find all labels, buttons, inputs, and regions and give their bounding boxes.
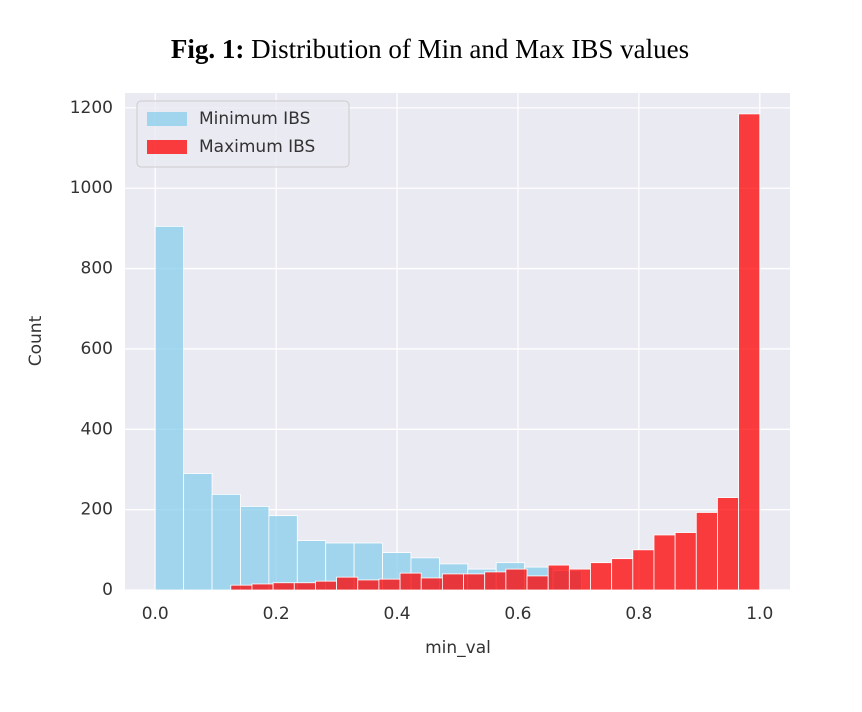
chart-title-line: Fig. 1: Distribution of Min and Max IBS …	[171, 34, 689, 64]
y-tick-label: 200	[81, 500, 113, 520]
y-tick-label: 800	[81, 259, 113, 279]
bar	[526, 575, 549, 591]
bar	[399, 572, 422, 591]
bar	[611, 558, 634, 591]
figure-label: Fig. 1:	[171, 34, 245, 64]
bar	[272, 582, 295, 591]
bar	[653, 534, 676, 591]
legend-swatch	[147, 140, 187, 154]
bar	[568, 568, 591, 591]
legend-label: Maximum IBS	[199, 137, 315, 157]
bar	[484, 571, 507, 591]
chart-title: Distribution of Min and Max IBS values	[251, 34, 689, 64]
x-tick-label: 0.0	[142, 604, 169, 624]
bar	[717, 497, 740, 591]
bar	[268, 515, 298, 591]
bar	[674, 532, 697, 591]
bar	[336, 576, 359, 591]
bar	[240, 506, 270, 591]
bar	[251, 583, 274, 591]
bar	[211, 493, 241, 591]
legend-box	[136, 100, 350, 168]
x-tick-label: 0.6	[504, 604, 531, 624]
bar	[695, 512, 718, 591]
bar	[590, 562, 613, 591]
y-tick-label: 1200	[70, 98, 113, 118]
bar	[230, 584, 253, 591]
x-axis-label: min_val	[425, 638, 491, 658]
bar	[463, 573, 486, 591]
bar	[183, 473, 213, 591]
x-tick-label: 0.2	[263, 604, 290, 624]
bar	[738, 113, 761, 591]
x-tick-label: 1.0	[746, 604, 773, 624]
bar	[441, 573, 464, 591]
bar	[505, 568, 528, 591]
y-tick-label: 1000	[70, 178, 113, 198]
bar	[154, 225, 185, 591]
y-tick-label: 0	[102, 580, 113, 600]
bar	[632, 549, 655, 591]
bar	[378, 578, 401, 591]
y-tick-label: 400	[81, 419, 113, 439]
bar	[420, 577, 443, 591]
x-tick-label: 0.8	[625, 604, 652, 624]
x-tick-label: 0.4	[384, 604, 411, 624]
bar	[547, 564, 570, 591]
bar	[315, 580, 337, 591]
legend-label: Minimum IBS	[199, 109, 310, 129]
bar	[357, 579, 380, 591]
y-tick-label: 600	[81, 339, 113, 359]
y-axis-label: Count	[26, 315, 46, 366]
bar	[293, 582, 316, 591]
legend-swatch	[147, 112, 187, 126]
